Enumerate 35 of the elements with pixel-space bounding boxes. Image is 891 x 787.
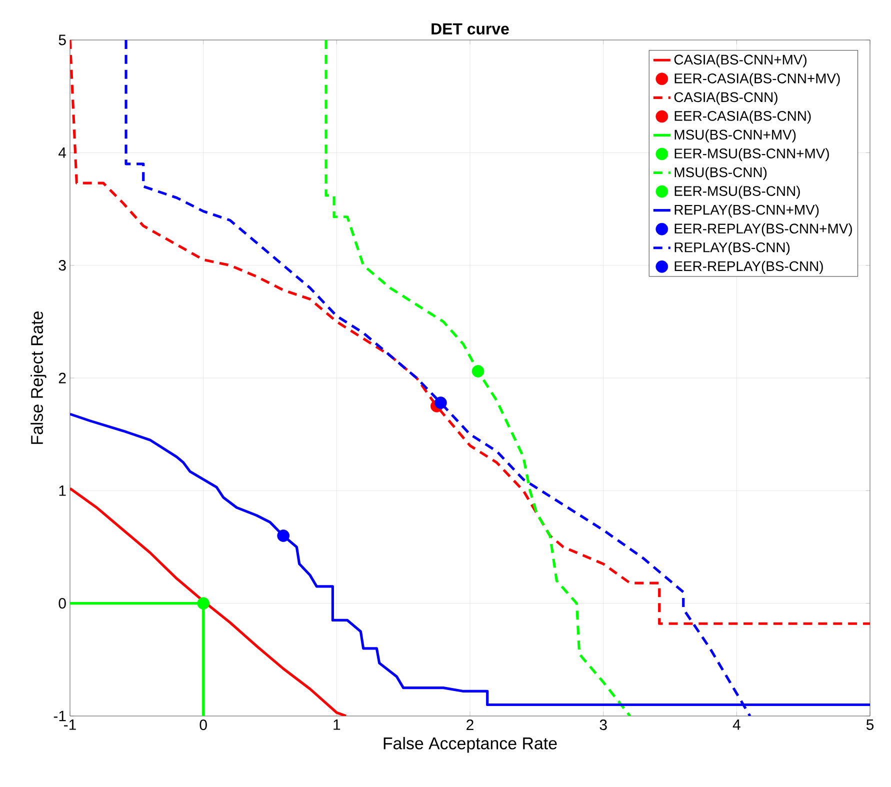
- legend-label: EER-REPLAY(BS-CNN): [674, 260, 823, 274]
- legend-label: EER-CASIA(BS-CNN+MV): [674, 73, 840, 86]
- point: [197, 597, 210, 610]
- line-series: [70, 40, 870, 625]
- y-tick-label: 0: [58, 598, 66, 609]
- x-tick-label: 4: [732, 720, 740, 730]
- legend-label: REPLAY(BS-CNN): [674, 242, 790, 256]
- x-tick-label: 1: [334, 720, 340, 730]
- line-series: [324, 40, 632, 716]
- chart-title: DET curve: [432, 23, 509, 34]
- legend-label: EER-MSU(BS-CNN+MV): [674, 148, 829, 162]
- y-tick-label: 1: [59, 486, 66, 496]
- y-tick-label: -1: [54, 710, 66, 722]
- x-tick-label: 2: [466, 720, 474, 730]
- x-tick-label: 0: [200, 720, 207, 730]
- x-tick-label: 5: [866, 720, 874, 730]
- legend-label: MSU(BS-CNN+MV): [674, 129, 796, 142]
- point: [277, 530, 290, 542]
- legend-label: CASIA(BS-CNN+MV): [674, 54, 806, 68]
- x-tick-label: 3: [600, 720, 607, 730]
- y-tick-label: 5: [58, 34, 66, 46]
- legend-label: EER-REPLAY(BS-CNN+MV): [674, 223, 852, 236]
- y-axis-title: False Reject Rate: [30, 311, 46, 444]
- legend-label: MSU(BS-CNN): [674, 166, 767, 180]
- y-tick-label: 3: [58, 260, 66, 271]
- point: [434, 396, 447, 409]
- x-axis-title: False Acceptance Rate: [384, 736, 557, 753]
- y-tick-label: 2: [58, 372, 66, 384]
- y-tick-label: 4: [58, 148, 66, 158]
- legend-label: CASIA(BS-CNN): [674, 92, 778, 105]
- legend-label: EER-MSU(BS-CNN): [674, 186, 800, 199]
- point: [472, 365, 484, 378]
- legend-label: REPLAY(BS-CNN+MV): [674, 204, 819, 218]
- legend-label: EER-CASIA(BS-CNN): [674, 110, 811, 124]
- line-series: [70, 487, 348, 716]
